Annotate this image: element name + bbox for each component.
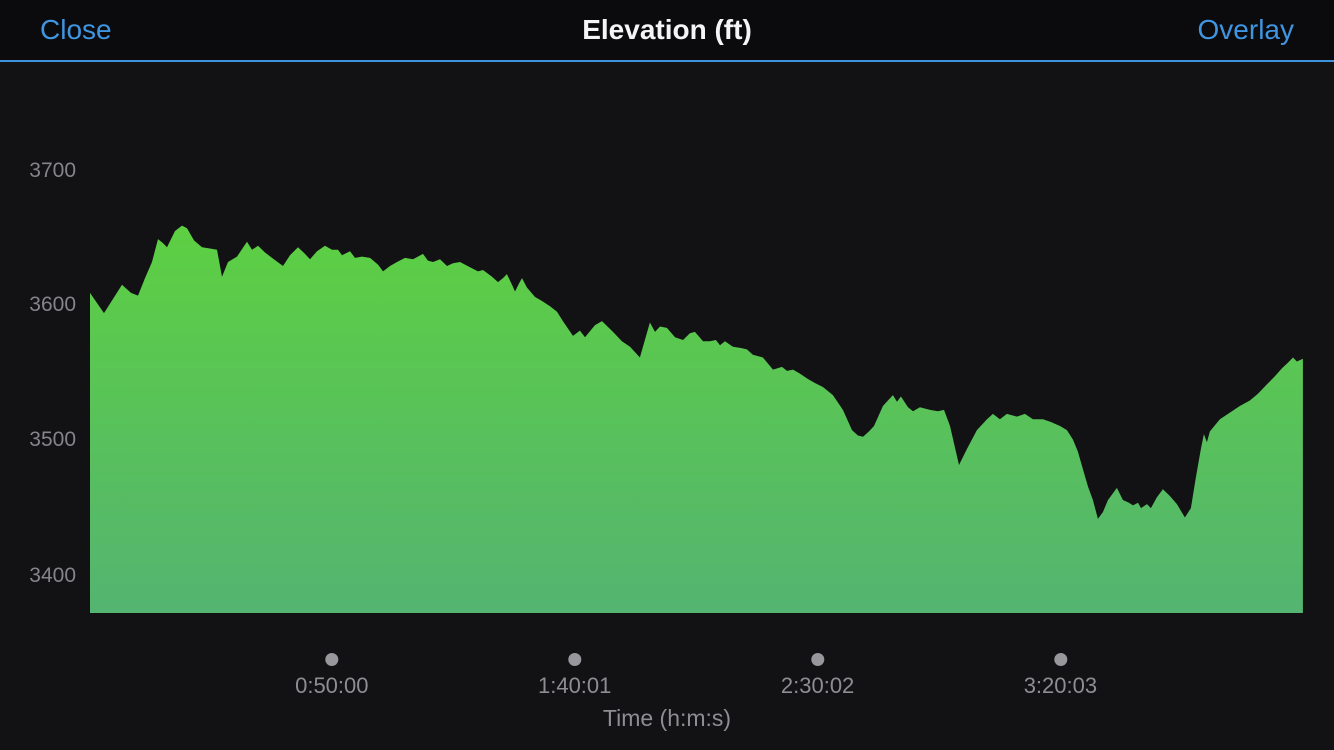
x-axis-tick-label: 0:50:00 [295,673,369,698]
y-axis-tick-3600: 3600 [29,293,76,316]
y-axis-tick-3400: 3400 [29,564,76,587]
x-axis-tick-group: 0:50:00 [295,653,369,699]
page-title: Elevation (ft) [582,14,752,45]
overlay-button[interactable]: Overlay [1197,14,1294,45]
nav-bar: Close Elevation (ft) Overlay [0,0,1334,62]
x-axis-tick-group: 1:40:01 [538,653,611,699]
tick-dot-icon [811,653,825,666]
elevation-area-shape [90,225,1303,613]
x-axis-tick-label: 3:20:03 [1023,673,1098,698]
y-axis-tick-3700: 3700 [29,159,76,182]
x-axis-tick-label: 2:30:02 [780,673,855,698]
close-button[interactable]: Close [40,14,112,45]
x-axis-title: Time (h:m:s) [602,705,732,731]
tick-dot-icon [325,653,339,666]
y-axis-tick-3500: 3500 [29,428,76,451]
x-axis-tick-label: 1:40:01 [537,673,612,698]
x-axis-tick-group: 2:30:02 [781,653,854,699]
x-axis-tick-group: 3:20:03 [1024,653,1097,699]
elevation-chart[interactable]: 3700 3600 3500 3400 0:50:00 1:40:01 2:30… [0,64,1334,750]
tick-dot-icon [1053,653,1067,666]
tick-dot-icon [568,653,582,666]
